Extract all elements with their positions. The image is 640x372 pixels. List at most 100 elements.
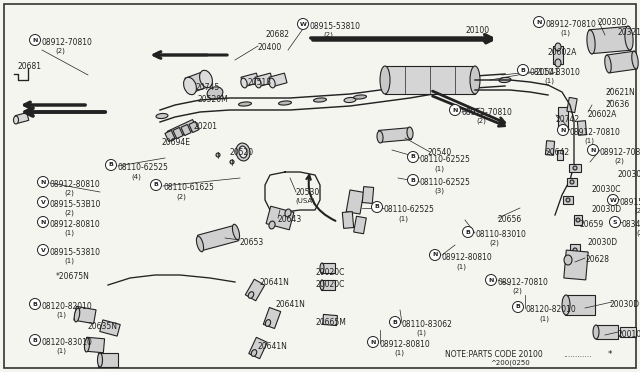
Text: B: B: [33, 301, 37, 307]
Text: 08912-70810: 08912-70810: [600, 148, 640, 157]
Ellipse shape: [239, 146, 247, 158]
Polygon shape: [100, 320, 120, 336]
Ellipse shape: [232, 224, 239, 240]
Circle shape: [38, 196, 49, 208]
Text: N: N: [560, 128, 566, 132]
Ellipse shape: [625, 26, 633, 50]
Circle shape: [390, 317, 401, 327]
Text: 20518: 20518: [248, 78, 272, 87]
Circle shape: [463, 227, 474, 237]
Text: 20541: 20541: [535, 68, 559, 77]
Text: 08912-80810: 08912-80810: [50, 220, 100, 229]
Text: 20030D: 20030D: [592, 205, 622, 214]
Text: (1): (1): [416, 330, 426, 337]
Text: (1): (1): [64, 258, 74, 264]
Polygon shape: [173, 128, 183, 138]
Circle shape: [607, 195, 618, 205]
Text: (2): (2): [512, 288, 522, 295]
Text: (1): (1): [434, 165, 444, 171]
Polygon shape: [74, 307, 96, 324]
Ellipse shape: [566, 198, 570, 202]
Circle shape: [534, 16, 545, 28]
Ellipse shape: [353, 95, 367, 99]
Text: 08912-80810: 08912-80810: [50, 180, 100, 189]
Polygon shape: [569, 164, 581, 172]
Text: B: B: [33, 337, 37, 343]
Text: (1): (1): [394, 350, 404, 356]
Circle shape: [106, 160, 116, 170]
Text: 20100: 20100: [465, 26, 489, 35]
Text: N: N: [432, 253, 438, 257]
Text: 20520: 20520: [230, 148, 254, 157]
Polygon shape: [558, 107, 568, 129]
Text: ............: ............: [563, 350, 591, 359]
Text: 20030C: 20030C: [618, 170, 640, 179]
Ellipse shape: [562, 295, 570, 315]
Polygon shape: [553, 46, 563, 64]
Text: (USA): (USA): [295, 198, 315, 205]
Text: 08110-62525: 08110-62525: [384, 205, 435, 214]
Ellipse shape: [499, 77, 511, 83]
Circle shape: [367, 337, 378, 347]
Circle shape: [408, 151, 419, 163]
Ellipse shape: [587, 30, 595, 54]
Text: 20665M: 20665M: [316, 318, 347, 327]
Text: 08912-70810: 08912-70810: [546, 20, 597, 29]
Text: (2): (2): [176, 193, 186, 199]
Text: (1): (1): [560, 30, 570, 36]
Text: V: V: [40, 199, 45, 205]
Ellipse shape: [252, 350, 257, 356]
Polygon shape: [241, 73, 259, 87]
Text: (2): (2): [489, 240, 499, 247]
Polygon shape: [557, 150, 563, 160]
Text: B: B: [516, 305, 520, 310]
Circle shape: [449, 105, 461, 115]
Polygon shape: [181, 125, 191, 135]
Polygon shape: [607, 51, 637, 73]
Polygon shape: [354, 216, 366, 234]
Text: 08110-62525: 08110-62525: [118, 163, 169, 172]
Text: B: B: [465, 230, 470, 234]
Text: 20659: 20659: [580, 220, 604, 229]
Text: 20030D: 20030D: [588, 238, 618, 247]
Ellipse shape: [377, 131, 383, 143]
Text: 08110-83010: 08110-83010: [530, 68, 581, 77]
Text: 08110-62525: 08110-62525: [420, 155, 471, 164]
Text: NOTE:PARTS CODE 20100: NOTE:PARTS CODE 20100: [445, 350, 543, 359]
Circle shape: [38, 217, 49, 228]
Text: 20030D: 20030D: [610, 300, 640, 309]
Polygon shape: [321, 280, 335, 290]
Ellipse shape: [269, 78, 275, 88]
Text: 20643: 20643: [278, 215, 302, 224]
Polygon shape: [266, 206, 294, 230]
Text: 20201: 20201: [194, 122, 218, 131]
Text: B: B: [411, 154, 415, 160]
Ellipse shape: [184, 77, 196, 95]
Ellipse shape: [97, 353, 102, 367]
Circle shape: [518, 64, 529, 76]
Ellipse shape: [573, 248, 577, 252]
Text: 08120-82010: 08120-82010: [525, 305, 576, 314]
Circle shape: [429, 250, 440, 260]
Polygon shape: [570, 244, 580, 256]
Text: (4): (4): [131, 173, 141, 180]
Text: W: W: [609, 198, 616, 202]
Text: 20641N: 20641N: [276, 300, 306, 309]
Circle shape: [408, 174, 419, 186]
Text: W: W: [300, 22, 307, 26]
Text: 20602A: 20602A: [588, 110, 618, 119]
Ellipse shape: [320, 263, 324, 273]
Text: (2): (2): [64, 210, 74, 217]
Text: 08912-80810: 08912-80810: [442, 253, 493, 262]
Polygon shape: [577, 121, 587, 135]
Circle shape: [513, 301, 524, 312]
Text: 08110-61625: 08110-61625: [163, 183, 214, 192]
Polygon shape: [321, 263, 335, 273]
Circle shape: [609, 217, 621, 228]
Polygon shape: [385, 66, 475, 94]
Polygon shape: [245, 279, 265, 301]
Polygon shape: [249, 337, 268, 359]
Text: N: N: [452, 108, 458, 112]
Text: 08912-80810: 08912-80810: [380, 340, 431, 349]
Text: B: B: [374, 205, 380, 209]
